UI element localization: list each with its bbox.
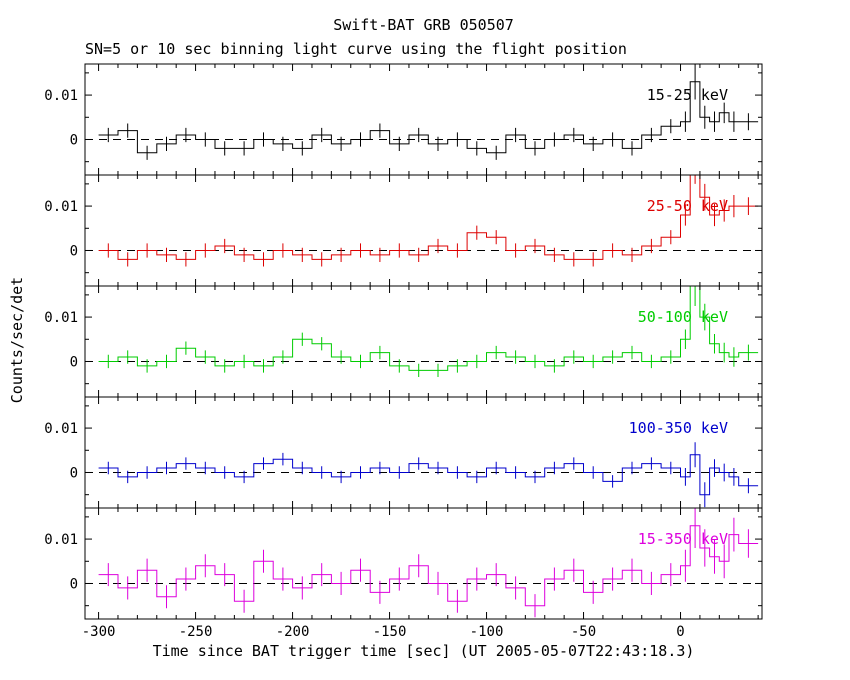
plot-title: Swift-BAT GRB 050507 xyxy=(333,16,514,34)
svg-text:0.01: 0.01 xyxy=(44,421,78,437)
series-label-15-25-kev: 15-25 keV xyxy=(646,86,728,104)
svg-text:0: 0 xyxy=(70,465,78,481)
svg-text:-200: -200 xyxy=(276,624,310,640)
series-label-25-50-kev: 25-50 keV xyxy=(646,197,728,215)
svg-text:0: 0 xyxy=(70,243,78,259)
svg-text:-50: -50 xyxy=(571,624,596,640)
svg-text:-300: -300 xyxy=(82,624,116,640)
x-axis-label: Time since BAT trigger time [sec] (UT 20… xyxy=(152,642,695,660)
plot-subtitle: SN=5 or 10 sec binning light curve using… xyxy=(85,40,627,58)
svg-text:0: 0 xyxy=(70,354,78,370)
y-axis-label: Counts/sec/det xyxy=(8,276,26,404)
svg-text:-100: -100 xyxy=(470,624,504,640)
svg-text:0.01: 0.01 xyxy=(44,310,78,326)
series-label-50-100-kev: 50-100 keV xyxy=(637,308,728,326)
svg-text:-150: -150 xyxy=(373,624,407,640)
series-label-100-350-kev: 100-350 keV xyxy=(628,419,728,437)
svg-text:0: 0 xyxy=(70,576,78,592)
svg-text:0.01: 0.01 xyxy=(44,199,78,215)
svg-text:-250: -250 xyxy=(179,624,213,640)
svg-text:0.01: 0.01 xyxy=(44,532,78,548)
svg-text:0: 0 xyxy=(70,132,78,148)
svg-text:0.01: 0.01 xyxy=(44,88,78,104)
svg-text:0: 0 xyxy=(676,624,684,640)
series-label-15-350-kev: 15-350 keV xyxy=(637,530,728,548)
